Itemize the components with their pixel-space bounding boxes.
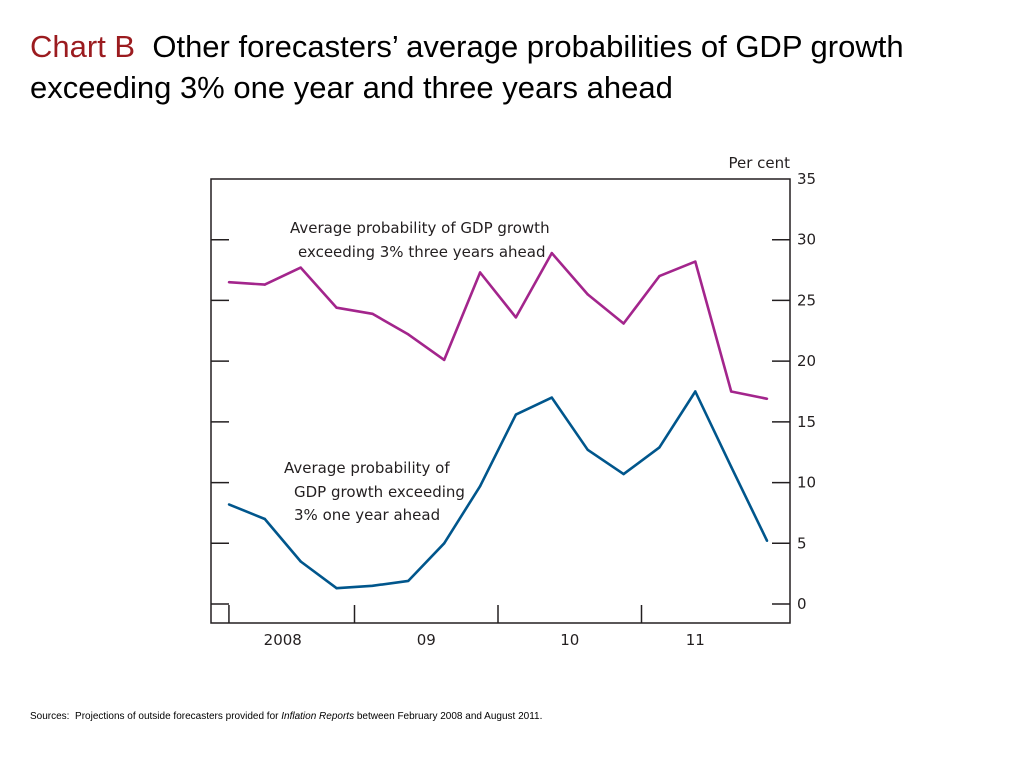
sources-note: Sources: Projections of outside forecast… <box>30 711 542 722</box>
y-axis-label: Per cent <box>728 154 790 172</box>
data-point-three_years-6 <box>442 358 446 362</box>
y-tick-label-25: 25 <box>797 291 816 309</box>
y-tick-label-30: 30 <box>797 231 816 249</box>
y-tick-label-5: 5 <box>797 534 807 552</box>
data-point-three_years-15 <box>765 397 769 400</box>
annotation-one_year-line-3: 3% one year ahead <box>294 506 440 524</box>
series-annotations: Average probability of GDP growth exceedi… <box>284 219 550 524</box>
annotation-one_year-line-1: Average probability of <box>284 459 450 477</box>
x-ticks: 2008 09 10 11 <box>228 605 705 649</box>
y-ticks: 0 5 10 15 20 25 30 35 <box>211 170 816 613</box>
data-point-one_year-5 <box>407 579 410 583</box>
data-point-one_year-0 <box>227 503 231 506</box>
chart-title-text: Other forecasters’ average probabilities… <box>30 29 904 105</box>
data-point-three_years-10 <box>586 293 589 296</box>
data-point-three_years-11 <box>622 322 625 325</box>
data-point-one_year-1 <box>263 517 267 521</box>
data-point-three_years-0 <box>227 281 231 284</box>
data-point-one_year-7 <box>478 485 482 488</box>
data-point-one_year-15 <box>765 539 769 543</box>
data-point-one_year-2 <box>299 560 302 563</box>
data-point-three_years-4 <box>371 312 374 315</box>
y-tick-label-15: 15 <box>797 413 816 431</box>
data-point-three_years-13 <box>694 260 697 263</box>
chart-number: Chart B <box>30 29 136 64</box>
annotation-one_year-line-2: GDP growth exceeding <box>294 483 465 501</box>
data-point-one_year-12 <box>658 446 661 449</box>
y-tick-label-10: 10 <box>797 474 816 492</box>
data-point-three_years-9 <box>550 251 554 255</box>
data-point-three_years-1 <box>263 283 267 286</box>
y-tick-label-20: 20 <box>797 352 816 370</box>
series-line-three_years <box>228 251 768 401</box>
sources-label: Sources: <box>30 711 70 722</box>
data-point-one_year-6 <box>442 542 446 545</box>
data-point-one_year-4 <box>371 584 374 587</box>
data-point-three_years-3 <box>335 306 338 309</box>
y-tick-label-0: 0 <box>797 595 807 613</box>
x-tick-label-2008: 2008 <box>264 631 302 649</box>
data-point-three_years-14 <box>729 390 733 393</box>
data-point-one_year-10 <box>586 448 589 451</box>
x-tick-label-10: 10 <box>560 631 579 649</box>
line-chart: 0 5 10 15 20 25 30 35 2008 09 10 11 Per cent Avera… <box>210 154 816 649</box>
series-line-one_year <box>228 390 769 590</box>
x-tick-label-11: 11 <box>686 631 705 649</box>
data-point-three_years-5 <box>407 333 410 336</box>
sources-italic: Inflation Reports <box>281 711 355 722</box>
series-group <box>227 251 769 590</box>
data-point-one_year-11 <box>622 472 625 476</box>
x-tick-label-09: 09 <box>417 631 436 649</box>
annotation-three_years-line-2: exceeding 3% three years ahead <box>298 243 545 261</box>
data-point-three_years-12 <box>658 274 661 278</box>
data-point-three_years-2 <box>299 266 302 269</box>
data-point-one_year-8 <box>514 413 518 416</box>
data-point-three_years-8 <box>514 316 518 319</box>
data-point-three_years-7 <box>478 271 482 274</box>
sources-text-after: between February 2008 and August 2011. <box>356 711 543 722</box>
chart-title: Chart B Other forecasters’ average proba… <box>30 26 990 108</box>
plot-frame <box>210 178 791 624</box>
data-point-one_year-3 <box>335 587 338 590</box>
data-point-one_year-14 <box>729 465 733 468</box>
y-tick-label-35: 35 <box>797 170 816 188</box>
sources-text-before: Projections of outside forecasters provi… <box>75 711 279 722</box>
data-point-one_year-9 <box>550 396 554 399</box>
data-point-one_year-13 <box>694 390 697 393</box>
annotation-three_years-line-1: Average probability of GDP growth <box>290 219 550 237</box>
